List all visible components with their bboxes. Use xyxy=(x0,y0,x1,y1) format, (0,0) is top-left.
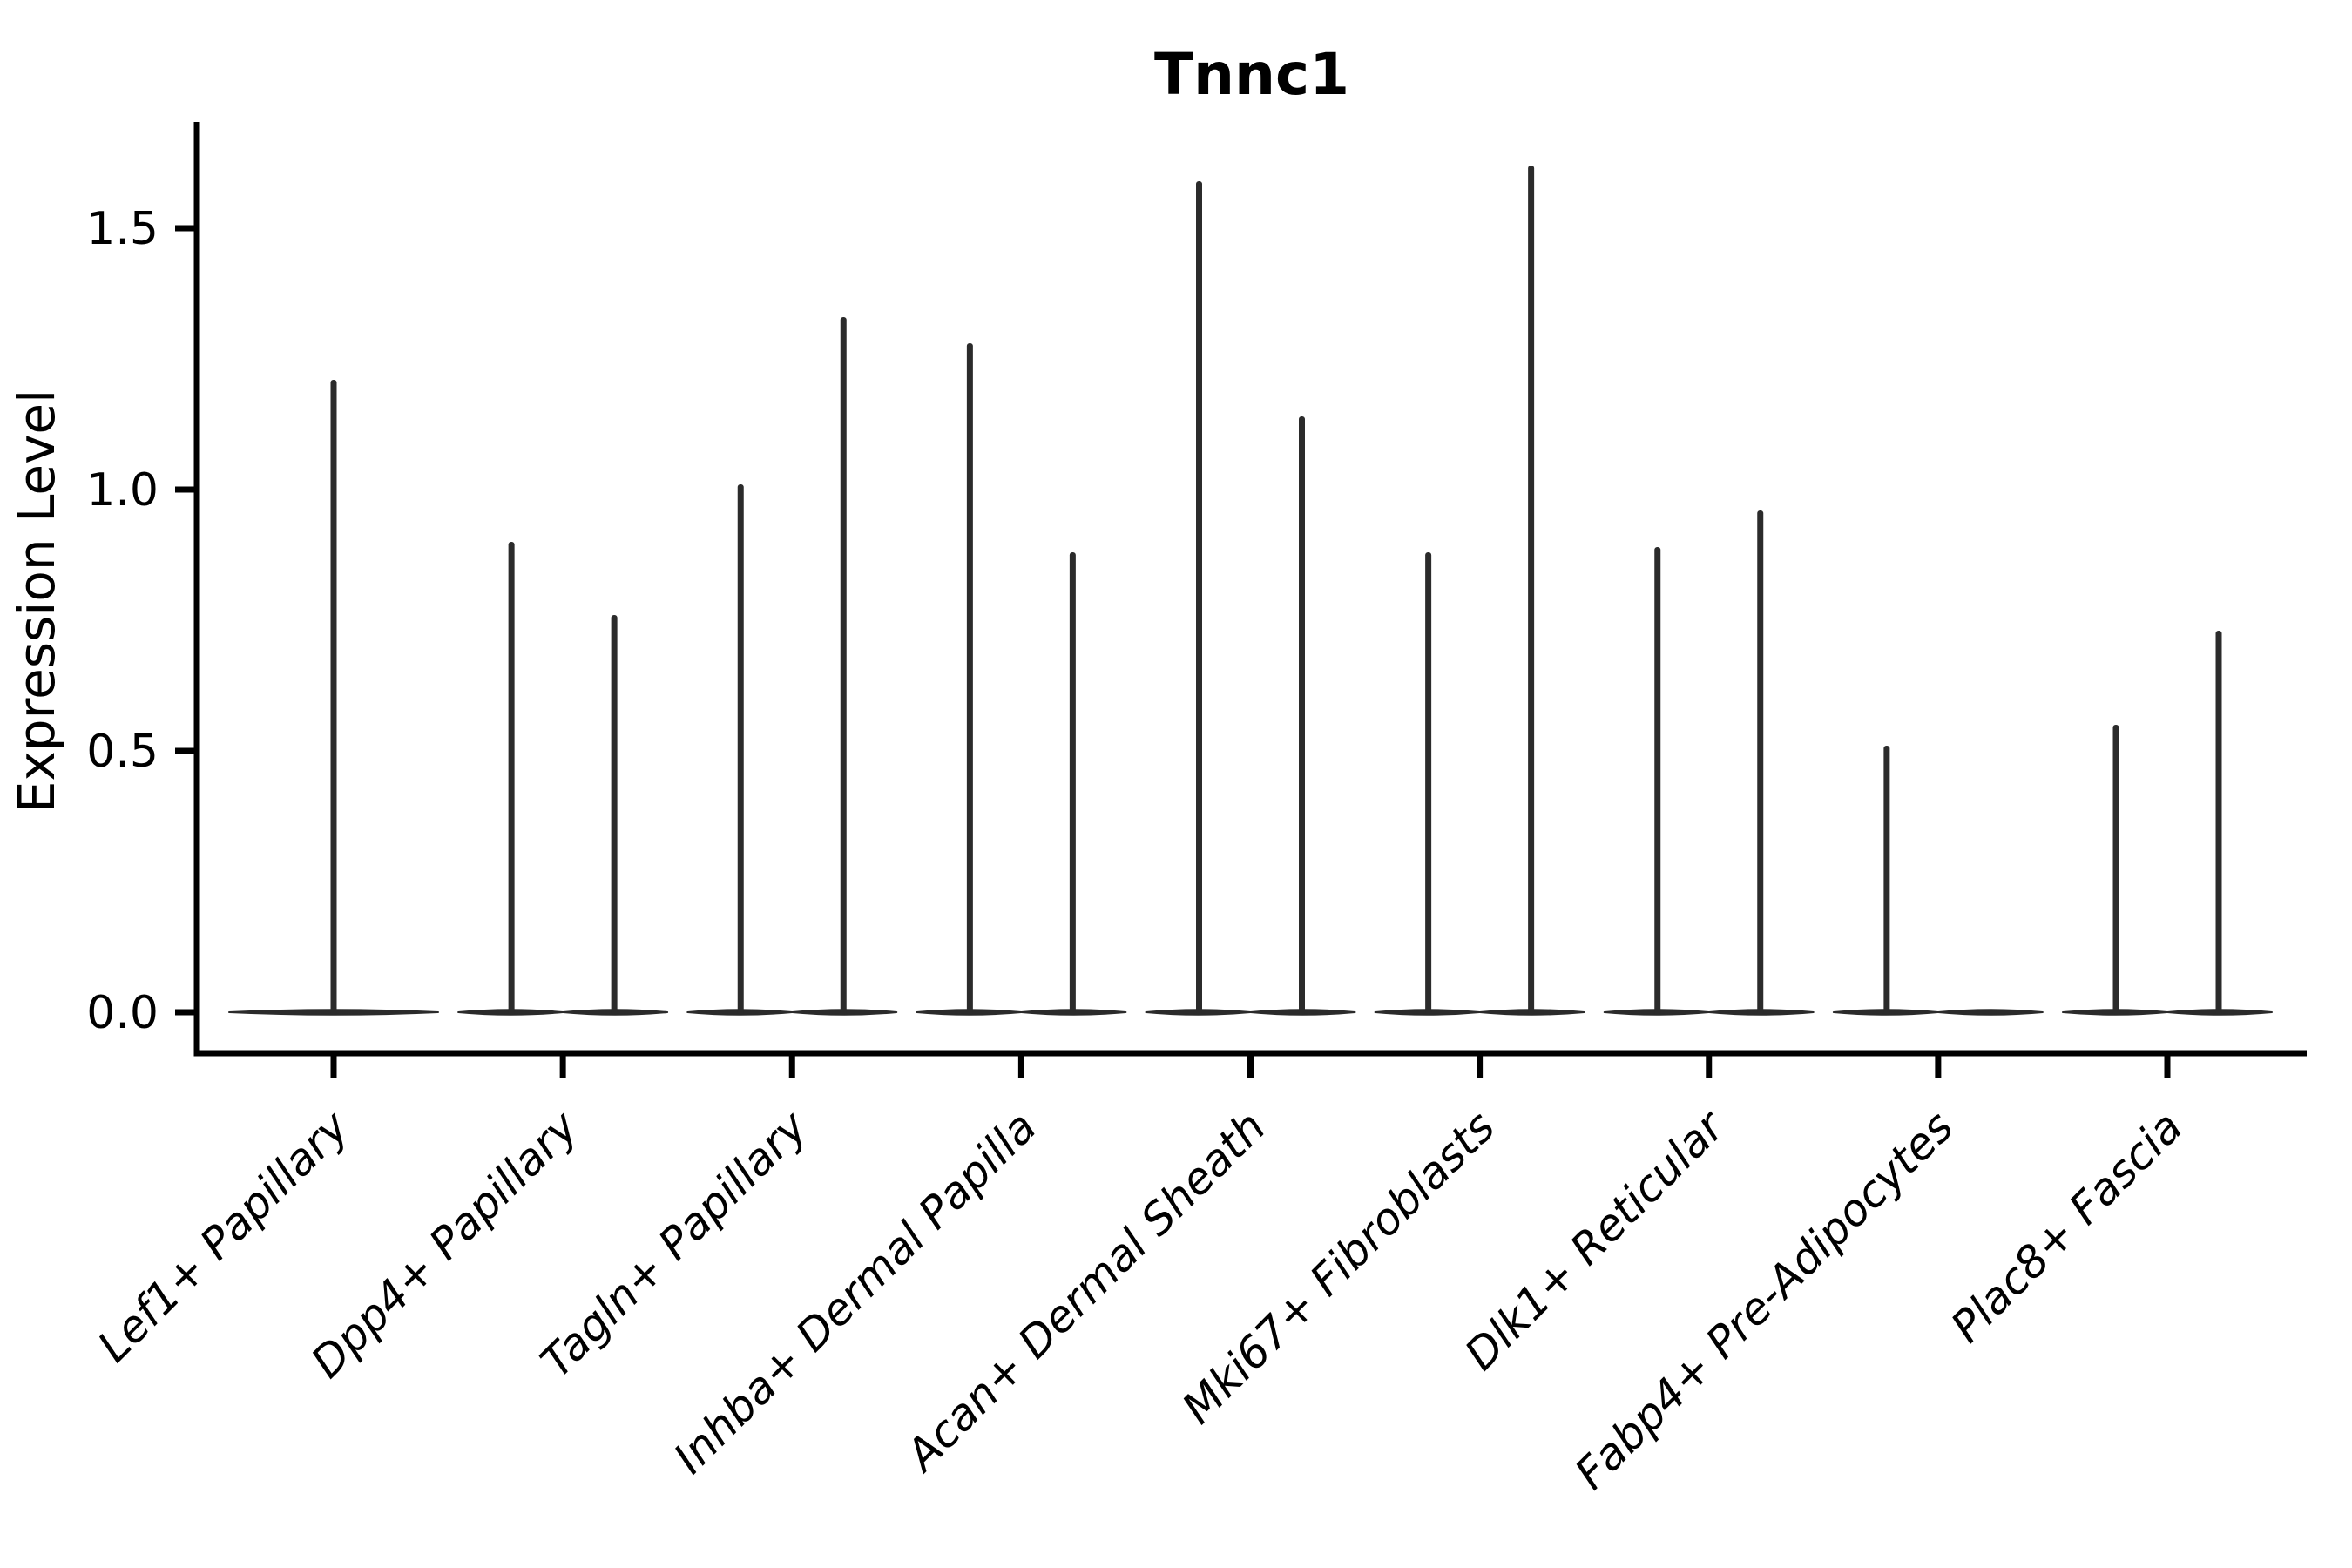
violin-spike xyxy=(1299,416,1305,1015)
violin-spike xyxy=(1883,746,1890,1015)
violin-body xyxy=(1936,1009,2044,1016)
violin-spike xyxy=(1528,166,1535,1015)
violins-group xyxy=(228,166,2273,1016)
violin-spike xyxy=(330,380,337,1015)
y-tick-label: 1.0 xyxy=(86,464,159,517)
violin-spike xyxy=(737,484,744,1015)
violin-spike xyxy=(1654,547,1661,1015)
violin-spike xyxy=(1196,181,1202,1015)
x-tick-label: Lef1+ Papillary xyxy=(88,1100,359,1371)
violin-spike xyxy=(840,317,847,1015)
x-tick-label: Acan+ Dermal Sheath xyxy=(895,1101,1275,1482)
x-tick-label: Plac8+ Fascia xyxy=(1942,1101,2193,1352)
violin-spike xyxy=(1069,552,1076,1015)
x-tick-label: Inhba+ Dermal Papilla xyxy=(664,1101,1045,1483)
violin-spike xyxy=(2112,725,2119,1015)
y-axis-label: Expression Level xyxy=(7,389,66,813)
violin-spike xyxy=(1757,510,1764,1015)
violin-spike xyxy=(966,343,973,1015)
y-tick-label: 0.5 xyxy=(86,726,159,778)
y-axis-ticks: 0.0 0.5 1.0 1.5 xyxy=(86,203,197,1039)
violin-spike xyxy=(2215,631,2222,1015)
violin-spike xyxy=(508,542,515,1015)
x-tick-label: Fabp4+ Pre-Adipocytes xyxy=(1565,1101,1963,1499)
violin-spike xyxy=(611,615,618,1015)
violin-spike xyxy=(1425,552,1432,1015)
y-tick-label: 1.5 xyxy=(86,203,159,255)
chart-title: Tnnc1 xyxy=(1154,41,1349,108)
y-tick-label: 0.0 xyxy=(86,987,159,1039)
